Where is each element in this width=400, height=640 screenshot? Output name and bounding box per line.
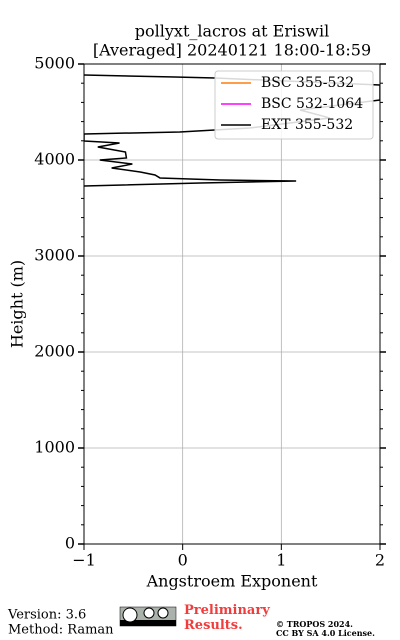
y-tick-label: 3000 bbox=[34, 246, 75, 265]
method: Method: Raman bbox=[8, 623, 114, 638]
chart-title: pollyxt_lacros at Eriswil bbox=[135, 22, 329, 41]
x-tick-label: 0 bbox=[178, 551, 188, 570]
y-tick-label: 5000 bbox=[34, 54, 75, 73]
legend: BSC 355-532 BSC 532-1064 EXT 355-532 bbox=[214, 70, 374, 140]
notice: Preliminary Results. bbox=[184, 603, 270, 633]
y-tick-label: 0 bbox=[65, 534, 75, 553]
x-axis-label: Angstroem Exponent bbox=[146, 572, 318, 591]
series-line bbox=[84, 74, 380, 187]
y-tick-label: 1000 bbox=[34, 438, 75, 457]
license: CC BY SA 4.0 License. bbox=[276, 628, 375, 638]
y-tick-label: 2000 bbox=[34, 342, 75, 361]
y-axis-label: Height (m) bbox=[8, 260, 27, 348]
plot-lines bbox=[84, 74, 380, 187]
chart-subtitle: [Averaged] 20240121 18:00-18:59 bbox=[93, 41, 371, 60]
cc-logo bbox=[119, 606, 177, 627]
legend-label: EXT 355-532 bbox=[261, 117, 353, 133]
plot-frame bbox=[83, 63, 381, 545]
x-tick-label: 1 bbox=[276, 551, 286, 570]
x-tick-label: −1 bbox=[72, 551, 96, 570]
legend-label: BSC 355-532 bbox=[261, 75, 354, 91]
legend-label: BSC 532-1064 bbox=[261, 96, 363, 112]
x-tick-label: 2 bbox=[375, 551, 385, 570]
legend-box bbox=[214, 70, 374, 140]
y-tick-label: 4000 bbox=[34, 150, 75, 169]
copyright: © TROPOS 2024. bbox=[276, 619, 353, 629]
version: Version: 3.6 bbox=[7, 608, 86, 623]
